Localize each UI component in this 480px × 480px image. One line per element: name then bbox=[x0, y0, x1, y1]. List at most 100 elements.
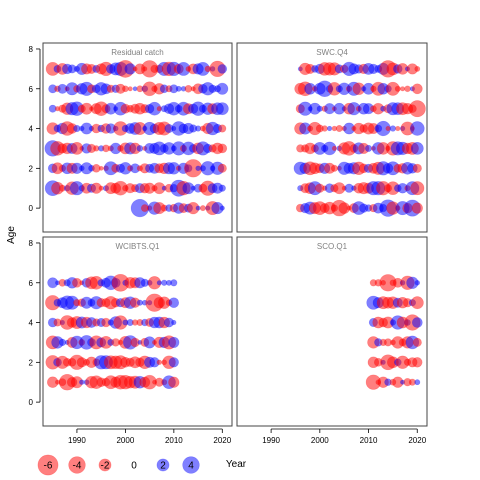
y-tick-label: 4 bbox=[29, 125, 34, 134]
x-tick-label: 2020 bbox=[408, 436, 426, 445]
residual-point bbox=[321, 125, 328, 132]
residual-point bbox=[385, 125, 391, 132]
residual-point bbox=[219, 205, 225, 211]
residual-point bbox=[217, 163, 227, 173]
legend: -6 -4 -2 0 2 4 bbox=[37, 454, 200, 476]
residual-point bbox=[168, 336, 180, 348]
legend-swatch bbox=[156, 458, 170, 472]
residual-point bbox=[412, 163, 422, 173]
residual-point bbox=[136, 299, 143, 306]
residual-point bbox=[414, 65, 421, 72]
legend-label: -2 bbox=[101, 461, 110, 472]
residual-point bbox=[389, 125, 397, 132]
residual-point bbox=[330, 164, 338, 172]
residual-point bbox=[199, 205, 206, 212]
panel-title: SCO.Q1 bbox=[317, 242, 348, 251]
panel-title: SWC.Q4 bbox=[316, 48, 348, 57]
residual-point bbox=[410, 181, 425, 196]
legend-item: 0 bbox=[131, 461, 137, 472]
residual-point bbox=[414, 379, 421, 386]
y-tick-label: 4 bbox=[29, 319, 34, 328]
residual-point bbox=[127, 86, 133, 92]
x-tick-label: 2000 bbox=[311, 436, 329, 445]
legend-item: -6 bbox=[37, 454, 59, 476]
residual-point bbox=[410, 141, 424, 155]
residual-point bbox=[215, 102, 229, 116]
panel: SCO.Q1 bbox=[236, 236, 428, 427]
residual-point bbox=[168, 376, 180, 388]
residual-point bbox=[98, 185, 104, 191]
y-tick-label: 8 bbox=[29, 239, 34, 248]
residual-point bbox=[331, 145, 337, 151]
y-tick-label: 8 bbox=[29, 45, 34, 54]
y-tick-label: 0 bbox=[29, 398, 34, 407]
residual-point bbox=[410, 121, 425, 136]
panel: WCIBTS.Q1 bbox=[42, 236, 233, 427]
residual-point bbox=[412, 357, 423, 368]
legend-swatch bbox=[37, 454, 59, 476]
legend-label: 4 bbox=[188, 461, 194, 472]
y-tick-label: 0 bbox=[29, 204, 34, 213]
y-axis-title: Age bbox=[6, 226, 17, 244]
x-tick-label: 2010 bbox=[165, 436, 183, 445]
residual-point bbox=[404, 85, 411, 93]
residual-point bbox=[217, 64, 228, 74]
x-axis-title: Year bbox=[226, 459, 247, 470]
panel: SWC.Q4 bbox=[236, 42, 428, 233]
panel-frame bbox=[236, 236, 428, 427]
residual-point bbox=[122, 85, 129, 93]
residual-point bbox=[136, 145, 144, 152]
residual-point bbox=[411, 317, 423, 328]
panel-frame bbox=[42, 236, 233, 427]
legend-item: 2 bbox=[156, 458, 170, 472]
residual-point bbox=[195, 165, 201, 172]
y-tick-label: 6 bbox=[29, 279, 34, 288]
panel-title: Residual catch bbox=[111, 48, 163, 57]
residual-point bbox=[400, 86, 406, 92]
y-tick-label: 2 bbox=[29, 358, 34, 367]
x-tick-label: 1990 bbox=[68, 436, 86, 445]
residual-point bbox=[168, 357, 179, 368]
residual-point bbox=[218, 184, 226, 192]
residual-point bbox=[216, 82, 229, 95]
legend-label: 0 bbox=[131, 461, 137, 472]
residual-point bbox=[156, 280, 162, 286]
panel-frame bbox=[42, 42, 233, 233]
axes-layer: 0 2 4 6 8 0 2 4 6 8 1990 2000 2010 2020 1990 2000 2010 20… bbox=[29, 45, 427, 445]
legend-swatch bbox=[68, 456, 86, 474]
residual-point bbox=[175, 85, 182, 92]
legend-swatch bbox=[182, 456, 200, 474]
legend-label: -4 bbox=[73, 461, 82, 472]
residual-point bbox=[156, 359, 162, 365]
residual-point bbox=[394, 85, 401, 92]
residual-point bbox=[395, 125, 401, 132]
residual-point bbox=[364, 144, 373, 152]
legend-item: -4 bbox=[68, 456, 86, 474]
panels-layer: Residual catch SWC.Q4 WCIBTS.Q1 SCO.Q1 bbox=[42, 42, 428, 427]
panel-frame bbox=[236, 42, 428, 233]
residual-point bbox=[408, 100, 426, 118]
x-tick-label: 2010 bbox=[360, 436, 378, 445]
legend-item: -2 bbox=[98, 458, 112, 472]
x-tick-label: 2000 bbox=[116, 436, 134, 445]
residual-point bbox=[217, 143, 228, 154]
panel: Residual catch bbox=[42, 42, 233, 233]
legend-label: -6 bbox=[44, 461, 53, 472]
residual-point bbox=[79, 379, 85, 385]
residual-point bbox=[218, 124, 227, 133]
residual-point bbox=[326, 125, 333, 132]
panel-title: WCIBTS.Q1 bbox=[115, 242, 160, 251]
residual-point bbox=[411, 202, 423, 214]
y-tick-label: 2 bbox=[29, 164, 34, 173]
residual-point bbox=[412, 337, 422, 347]
residual-point bbox=[170, 279, 178, 287]
residual-point bbox=[411, 83, 423, 95]
residual-point bbox=[171, 319, 177, 326]
legend-label: 2 bbox=[160, 461, 166, 472]
residual-point bbox=[410, 296, 424, 310]
residual-point bbox=[414, 280, 421, 286]
x-tick-label: 2020 bbox=[213, 436, 231, 445]
y-tick-label: 6 bbox=[29, 85, 34, 94]
residual-point bbox=[98, 165, 104, 171]
